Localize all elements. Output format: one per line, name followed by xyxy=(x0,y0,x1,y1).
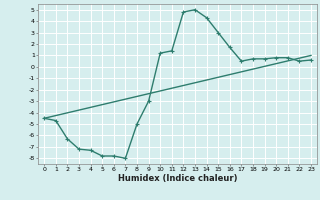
X-axis label: Humidex (Indice chaleur): Humidex (Indice chaleur) xyxy=(118,174,237,183)
